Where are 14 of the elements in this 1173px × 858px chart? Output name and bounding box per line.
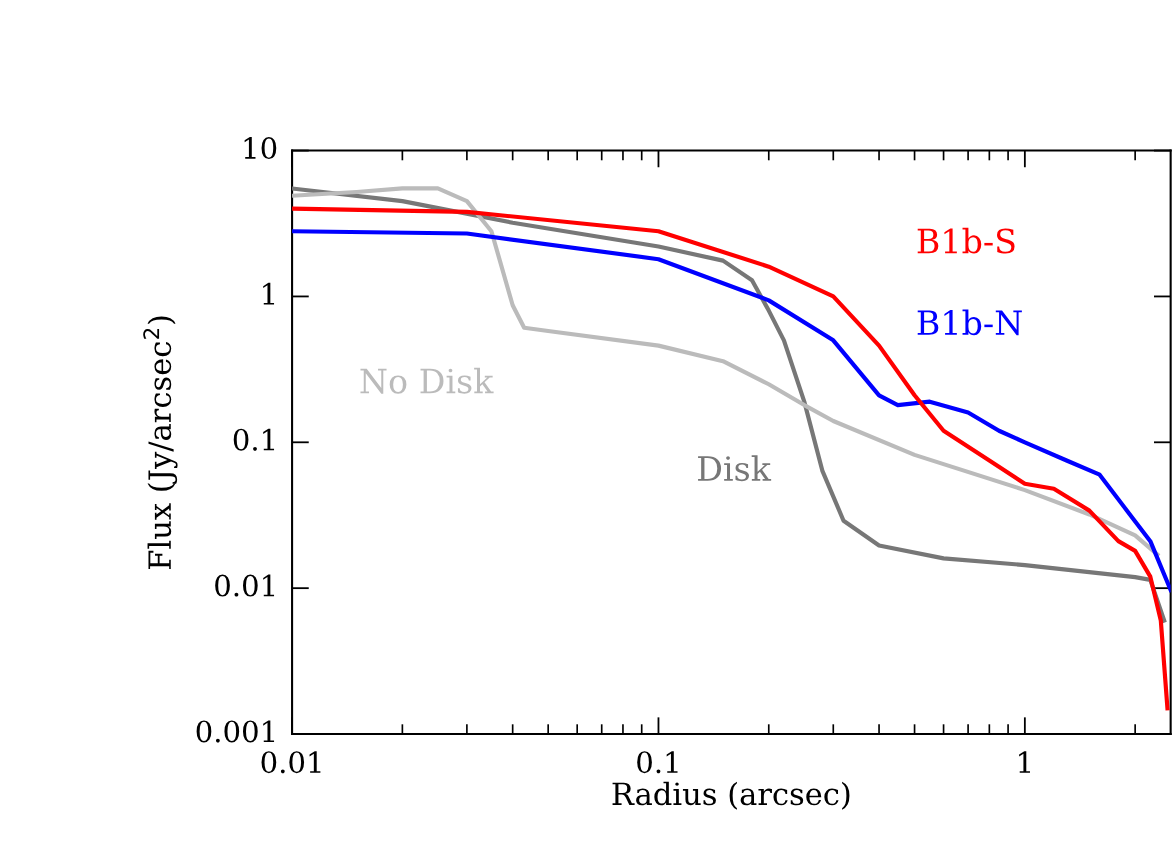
y-tick-label: 0.1: [233, 428, 275, 451]
y-tick-label: 0.01: [215, 574, 275, 597]
x-tick-label: 0.1: [637, 751, 678, 774]
y-tick-label: 0.001: [196, 720, 275, 743]
text: B1b-S: [917, 227, 1015, 254]
text: B1b-N: [917, 309, 1022, 336]
y-tick-label: 10: [244, 136, 277, 160]
x-tick-label: 1: [1019, 751, 1030, 773]
x-tick-label: 0.01: [261, 751, 321, 774]
y-tick-label: 1: [263, 282, 275, 305]
x-axis-title: Radius (arcsec): [612, 781, 850, 810]
series-label: Disk: [698, 455, 772, 482]
series-label: No Disk: [360, 367, 494, 394]
y-axis-title: Flux (Jy/arcsec$^{2}$): [143, 316, 178, 570]
